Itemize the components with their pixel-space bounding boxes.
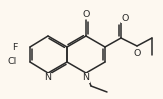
Text: N: N xyxy=(82,73,89,82)
Text: O: O xyxy=(82,10,90,19)
Text: Cl: Cl xyxy=(7,58,17,67)
Text: N: N xyxy=(44,73,52,82)
Text: O: O xyxy=(133,49,141,58)
Text: O: O xyxy=(121,13,129,22)
Text: F: F xyxy=(12,42,18,51)
